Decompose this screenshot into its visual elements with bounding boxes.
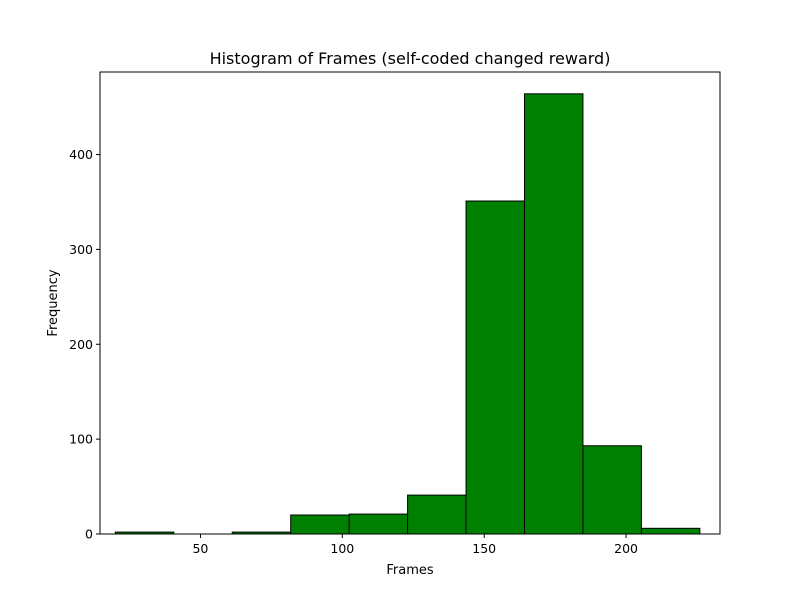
- y-tick-label: 200: [69, 337, 93, 352]
- histogram-bar-8: [582, 445, 642, 535]
- y-tick-label: 400: [69, 147, 93, 162]
- y-tick-label: 100: [69, 432, 93, 447]
- x-tick-label: 200: [614, 541, 638, 556]
- x-tick-label: 100: [330, 541, 354, 556]
- x-tick-label: 150: [472, 541, 496, 556]
- x-axis: 50 100 150 200: [192, 534, 638, 556]
- y-axis-label: Frequency: [46, 269, 61, 336]
- y-tick-label: 300: [69, 242, 93, 257]
- histogram-bar-3: [290, 514, 350, 535]
- x-tick-label: 50: [192, 541, 208, 556]
- histogram-bar-7: [523, 93, 584, 535]
- histogram-bar-6: [465, 200, 525, 535]
- y-axis: 0 100 200 300 400: [69, 147, 100, 542]
- histogram-bar-4: [348, 513, 409, 535]
- chart-title: Histogram of Frames (self-coded changed …: [210, 49, 611, 68]
- y-tick-label: 0: [85, 527, 93, 542]
- histogram-bar-5: [407, 494, 467, 535]
- bars-group: [114, 93, 701, 535]
- plot-frame: [99, 71, 721, 535]
- x-axis-label: Frames: [386, 563, 434, 578]
- histogram-bar-9: [640, 527, 701, 535]
